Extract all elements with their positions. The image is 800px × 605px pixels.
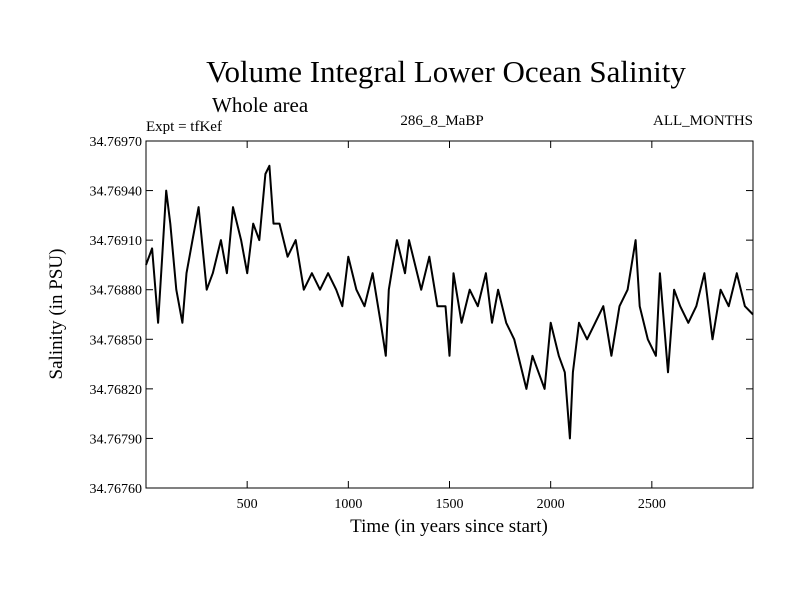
x-tick-label: 2000 — [537, 497, 565, 512]
y-tick-label: 34.76850 — [90, 333, 143, 348]
period-label: 286_8_MaBP — [400, 113, 483, 129]
plot-frame — [145, 140, 754, 489]
y-axis-label: Salinity (in PSU) — [46, 249, 67, 380]
x-tick-label: 1500 — [436, 497, 464, 512]
chart-title: Volume Integral Lower Ocean Salinity — [206, 54, 686, 89]
y-tick-label: 34.76940 — [90, 185, 143, 200]
x-tick-label: 1000 — [334, 497, 362, 512]
x-axis: 500 1000 1500 2000 2500 — [237, 141, 666, 512]
y-tick-label: 34.76910 — [90, 234, 143, 249]
experiment-label: Expt = tfKef — [146, 119, 222, 135]
months-label: ALL_MONTHS — [653, 113, 753, 129]
x-axis-label: Time (in years since start) — [350, 516, 548, 537]
x-tick-label: 2500 — [638, 497, 666, 512]
y-tick-label: 34.76790 — [90, 432, 143, 447]
y-tick-label: 34.76880 — [90, 284, 143, 299]
chart-subtitle: Whole area — [212, 93, 309, 117]
y-tick-label: 34.76760 — [90, 482, 143, 497]
y-tick-label: 34.76820 — [90, 383, 143, 398]
x-tick-label: 500 — [237, 497, 258, 512]
y-axis: 34.76760 34.76790 34.76820 34.76850 34.76880… — [90, 135, 753, 497]
y-tick-label: 34.76970 — [90, 135, 143, 150]
salinity-series-line — [145, 164, 754, 440]
